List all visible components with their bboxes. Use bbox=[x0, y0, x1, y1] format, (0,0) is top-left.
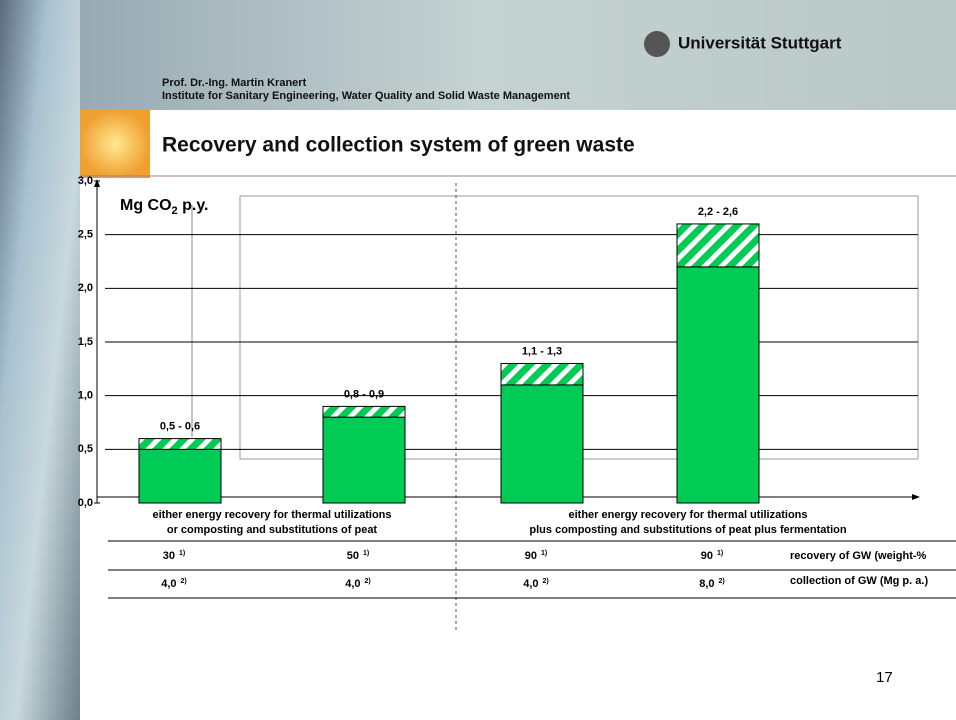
cell-value: 30 bbox=[163, 550, 175, 562]
table-cell: 90 1) bbox=[525, 550, 547, 562]
slide-title: Recovery and collection system of green … bbox=[162, 134, 635, 157]
uni-logo bbox=[644, 31, 670, 57]
footnote-mark: 2) bbox=[719, 578, 725, 585]
y-tick-label: 2,5 bbox=[78, 229, 93, 241]
cell-value: 90 bbox=[525, 550, 537, 562]
y-axis-label: Mg CO2 p.y. bbox=[120, 197, 209, 217]
bar-range bbox=[138, 438, 222, 450]
bar bbox=[322, 416, 406, 504]
left-strip bbox=[0, 0, 80, 720]
group-label: plus composting and substitutions of pea… bbox=[529, 524, 846, 536]
bar-range bbox=[676, 223, 760, 268]
cell-value: 50 bbox=[347, 550, 359, 562]
y-tick-label: 2,0 bbox=[78, 282, 93, 294]
table-cell: 4,0 2) bbox=[523, 578, 549, 590]
page-number: 17 bbox=[876, 669, 893, 686]
bar bbox=[676, 266, 760, 504]
footnote-mark: 1) bbox=[363, 550, 369, 557]
table-cell: 4,0 2) bbox=[345, 578, 371, 590]
table-cell: 90 1) bbox=[701, 550, 723, 562]
y-axis-arrow bbox=[94, 179, 100, 187]
footnote-mark: 2) bbox=[543, 578, 549, 585]
table-cell: 4,0 2) bbox=[161, 578, 187, 590]
cell-value: 8,0 bbox=[699, 578, 714, 590]
y-tick-label: 3,0 bbox=[78, 175, 93, 187]
y-tick-label: 0,5 bbox=[78, 443, 93, 455]
cell-value: 4,0 bbox=[161, 578, 176, 590]
footnote-mark: 2) bbox=[181, 578, 187, 585]
value-label: 0,8 - 0,9 bbox=[344, 388, 384, 400]
author: Prof. Dr.-Ing. Martin Kranert bbox=[162, 77, 307, 89]
bar bbox=[138, 448, 222, 504]
bar-range bbox=[500, 362, 584, 386]
group-label: either energy recovery for thermal utili… bbox=[568, 509, 807, 521]
value-label: 0,5 - 0,6 bbox=[160, 421, 200, 433]
footnote-mark: 2) bbox=[365, 578, 371, 585]
value-label: 1,1 - 1,3 bbox=[522, 345, 562, 357]
cell-value: 90 bbox=[701, 550, 713, 562]
group-label: or composting and substitutions of peat bbox=[167, 524, 378, 536]
x-axis-arrow bbox=[912, 494, 920, 500]
institute: Institute for Sanitary Engineering, Wate… bbox=[162, 90, 570, 102]
bar-range bbox=[322, 405, 406, 418]
table-cell: 30 1) bbox=[163, 550, 185, 562]
y-tick-label: 1,5 bbox=[78, 336, 93, 348]
group-label: either energy recovery for thermal utili… bbox=[152, 509, 391, 521]
footnote-mark: 1) bbox=[717, 550, 723, 557]
header-band bbox=[0, 0, 956, 110]
footnote-mark: 1) bbox=[179, 550, 185, 557]
y-tick-label: 0,0 bbox=[78, 497, 93, 509]
bar bbox=[500, 384, 584, 504]
table-cell: 50 1) bbox=[347, 550, 369, 562]
y-tick-label: 1,0 bbox=[78, 390, 93, 402]
row-label: recovery of GW (weight-% bbox=[790, 550, 927, 562]
table-cell: 8,0 2) bbox=[699, 578, 725, 590]
value-label: 2,2 - 2,6 bbox=[698, 206, 738, 218]
cell-value: 4,0 bbox=[523, 578, 538, 590]
university: Universität Stuttgart bbox=[678, 33, 842, 52]
footnote-mark: 1) bbox=[541, 550, 547, 557]
logo bbox=[80, 110, 150, 178]
cell-value: 4,0 bbox=[345, 578, 360, 590]
chart: 0,0 0,5 1,0 1,5 2,0 2,5 3,0 0,5 - 0,6 0,8 - 0,9 1… bbox=[78, 175, 956, 599]
row-label: collection of GW (Mg p. a.) bbox=[790, 575, 928, 587]
